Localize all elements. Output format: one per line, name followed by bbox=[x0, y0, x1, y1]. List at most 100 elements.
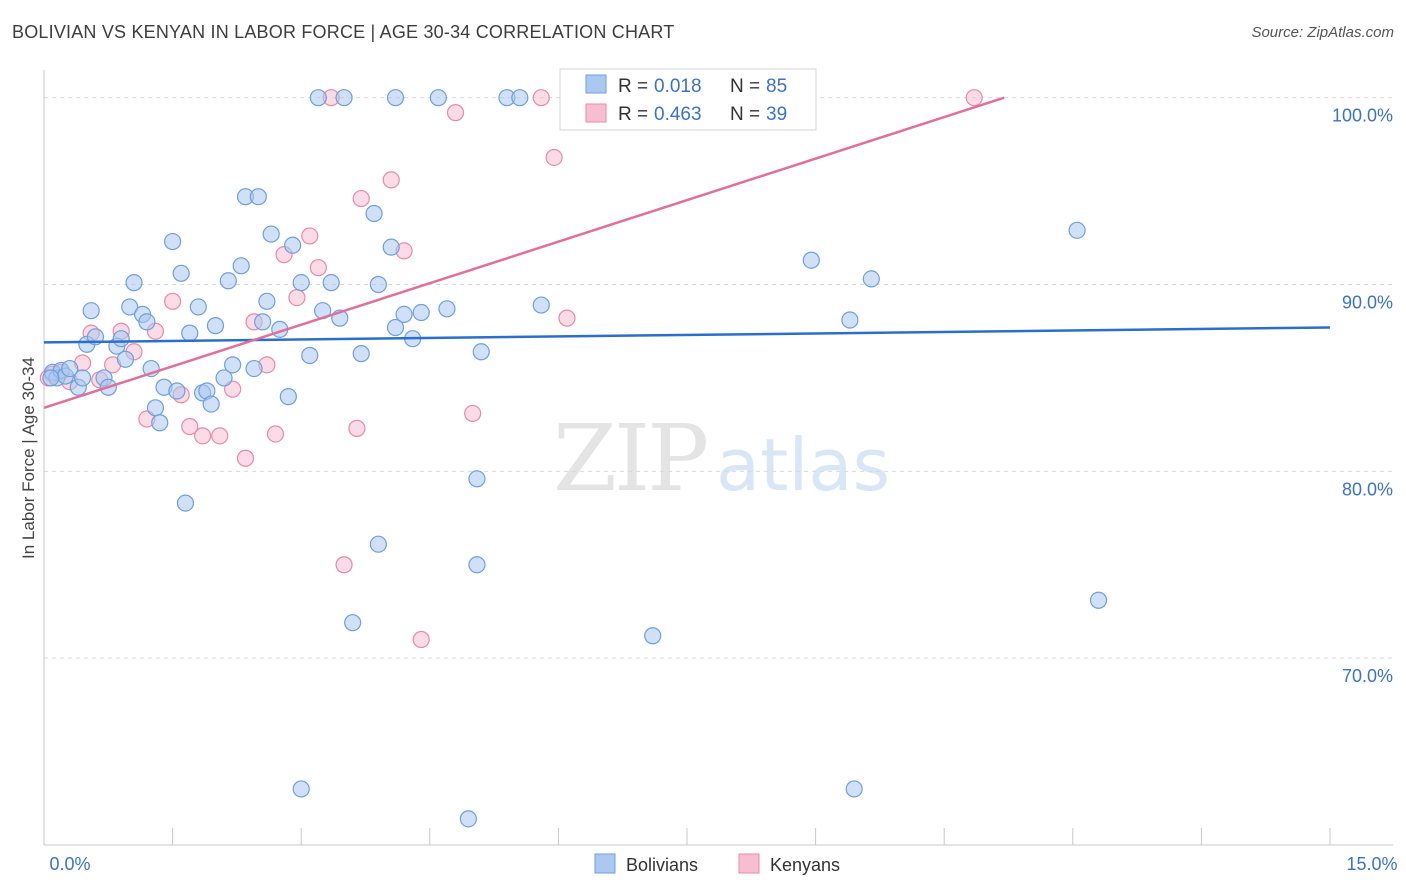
kenyan-point bbox=[181, 417, 199, 436]
kenyan-point bbox=[446, 104, 465, 122]
bolivian-point bbox=[121, 298, 139, 316]
kenyan-point bbox=[288, 288, 306, 307]
x-tick-label-min: 0.0% bbox=[49, 854, 90, 874]
watermark-atlas: atlas bbox=[716, 423, 890, 507]
chart-title: BOLIVIAN VS KENYAN IN LABOR FORCE | AGE … bbox=[12, 22, 675, 42]
watermark-zip: ZIP bbox=[553, 405, 706, 512]
y-tick-label: 100.0% bbox=[1332, 106, 1393, 126]
bolivian-point bbox=[386, 318, 405, 337]
bolivian-point bbox=[146, 399, 165, 417]
stats-r-label-kenyans: R = bbox=[618, 104, 648, 125]
bolivian-point bbox=[532, 296, 550, 314]
kenyan-point bbox=[348, 419, 366, 437]
kenyan-point bbox=[211, 427, 229, 445]
bolivian-point bbox=[172, 264, 190, 282]
kenyan-point bbox=[309, 259, 327, 277]
x-tick-label-max: 15.0% bbox=[1346, 854, 1397, 874]
bolivian-point bbox=[258, 292, 276, 310]
bolivian-point bbox=[61, 359, 79, 378]
bolivian-point bbox=[219, 272, 237, 290]
stats-n-value-bolivians: 85 bbox=[766, 76, 787, 97]
bolivian-point bbox=[802, 251, 820, 269]
bolivian-point bbox=[395, 305, 413, 324]
bolivian-point bbox=[262, 225, 280, 243]
stats-r-value-kenyans: 0.463 bbox=[654, 104, 702, 125]
bolivian-point bbox=[73, 369, 92, 387]
watermark: ZIP atlas bbox=[553, 405, 890, 512]
bolivian-point bbox=[206, 317, 225, 335]
bolivian-point bbox=[224, 356, 242, 374]
bolivian-point bbox=[112, 330, 130, 348]
bolivian-point bbox=[459, 810, 477, 828]
y-tick-labels: 100.0% 90.0% 80.0% 70.0% bbox=[1332, 106, 1393, 686]
legend-label-bolivians: Bolivians bbox=[626, 855, 698, 875]
bolivian-point bbox=[249, 188, 267, 206]
stats-legend-swatch-bolivians bbox=[585, 74, 607, 94]
y-tick-label: 70.0% bbox=[1342, 666, 1393, 686]
bolivian-point bbox=[335, 89, 353, 107]
axes bbox=[43, 70, 1393, 846]
bolivian-point bbox=[386, 89, 405, 107]
bolivian-point bbox=[292, 780, 310, 798]
bolivian-point bbox=[468, 470, 486, 488]
stats-n-label-bolivians: N = bbox=[730, 76, 760, 97]
bolivian-point bbox=[352, 345, 370, 363]
kenyan-point bbox=[194, 427, 212, 445]
bolivian-point bbox=[1068, 221, 1086, 239]
bolivian-point bbox=[151, 414, 169, 432]
kenyan-point bbox=[266, 425, 285, 443]
bolivian-point bbox=[845, 780, 863, 798]
bolivian-point bbox=[369, 275, 387, 294]
bolivian-point bbox=[412, 303, 430, 322]
bolivian-point bbox=[429, 89, 447, 107]
bolivian-point bbox=[284, 236, 302, 254]
bolivian-point bbox=[215, 369, 233, 387]
bolivian-point bbox=[279, 388, 297, 406]
bolivian-point bbox=[125, 274, 143, 292]
bolivian-point bbox=[1089, 591, 1108, 609]
bolivian-point bbox=[176, 494, 195, 512]
kenyan-point bbox=[532, 89, 550, 107]
bolivian-point bbox=[181, 324, 199, 342]
bolivian-point bbox=[369, 535, 387, 553]
bolivian-point bbox=[254, 313, 272, 331]
bolivian-point bbox=[138, 313, 156, 331]
legend-swatch-kenyans bbox=[738, 853, 760, 874]
kenyan-point bbox=[412, 630, 430, 649]
stats-n-value-kenyans: 39 bbox=[766, 104, 787, 125]
trend-lines bbox=[43, 96, 1331, 410]
kenyan-point bbox=[352, 189, 370, 208]
kenyan-point bbox=[965, 89, 983, 107]
kenyan-point bbox=[301, 227, 319, 245]
bolivian-point bbox=[164, 232, 182, 251]
bolivian-point bbox=[116, 350, 135, 368]
kenyan-point bbox=[558, 309, 576, 327]
bolivian-point bbox=[189, 298, 207, 316]
bolivian-point bbox=[511, 89, 529, 107]
kenyan-point bbox=[382, 171, 400, 189]
y-axis-label: In Labor Force | Age 30-34 bbox=[19, 357, 38, 559]
kenyan-point bbox=[464, 404, 482, 423]
bolivian-point bbox=[309, 89, 327, 107]
bolivian-point bbox=[202, 395, 220, 413]
bolivian-point bbox=[862, 270, 880, 288]
bolivian-point bbox=[382, 238, 400, 256]
bolivian-point bbox=[468, 556, 486, 574]
bolivian-point bbox=[365, 204, 383, 223]
kenyan-point bbox=[164, 292, 182, 310]
x-ticks bbox=[43, 828, 1331, 845]
stats-r-label-bolivians: R = bbox=[618, 76, 648, 97]
bolivian-point bbox=[472, 343, 490, 361]
kenyan-point bbox=[335, 556, 353, 574]
legend-label-kenyans: Kenyans bbox=[770, 855, 840, 875]
bolivian-point bbox=[292, 274, 310, 292]
kenyan-point bbox=[545, 148, 563, 167]
legend-swatch-bolivians bbox=[594, 853, 616, 874]
series-legend: Bolivians Kenyans bbox=[594, 853, 840, 875]
y-tick-label: 80.0% bbox=[1342, 479, 1393, 499]
bolivians-trend-line bbox=[43, 326, 1331, 344]
bolivian-point bbox=[644, 627, 662, 645]
kenyans-points bbox=[39, 89, 983, 649]
stats-n-label-kenyans: N = bbox=[730, 104, 760, 125]
